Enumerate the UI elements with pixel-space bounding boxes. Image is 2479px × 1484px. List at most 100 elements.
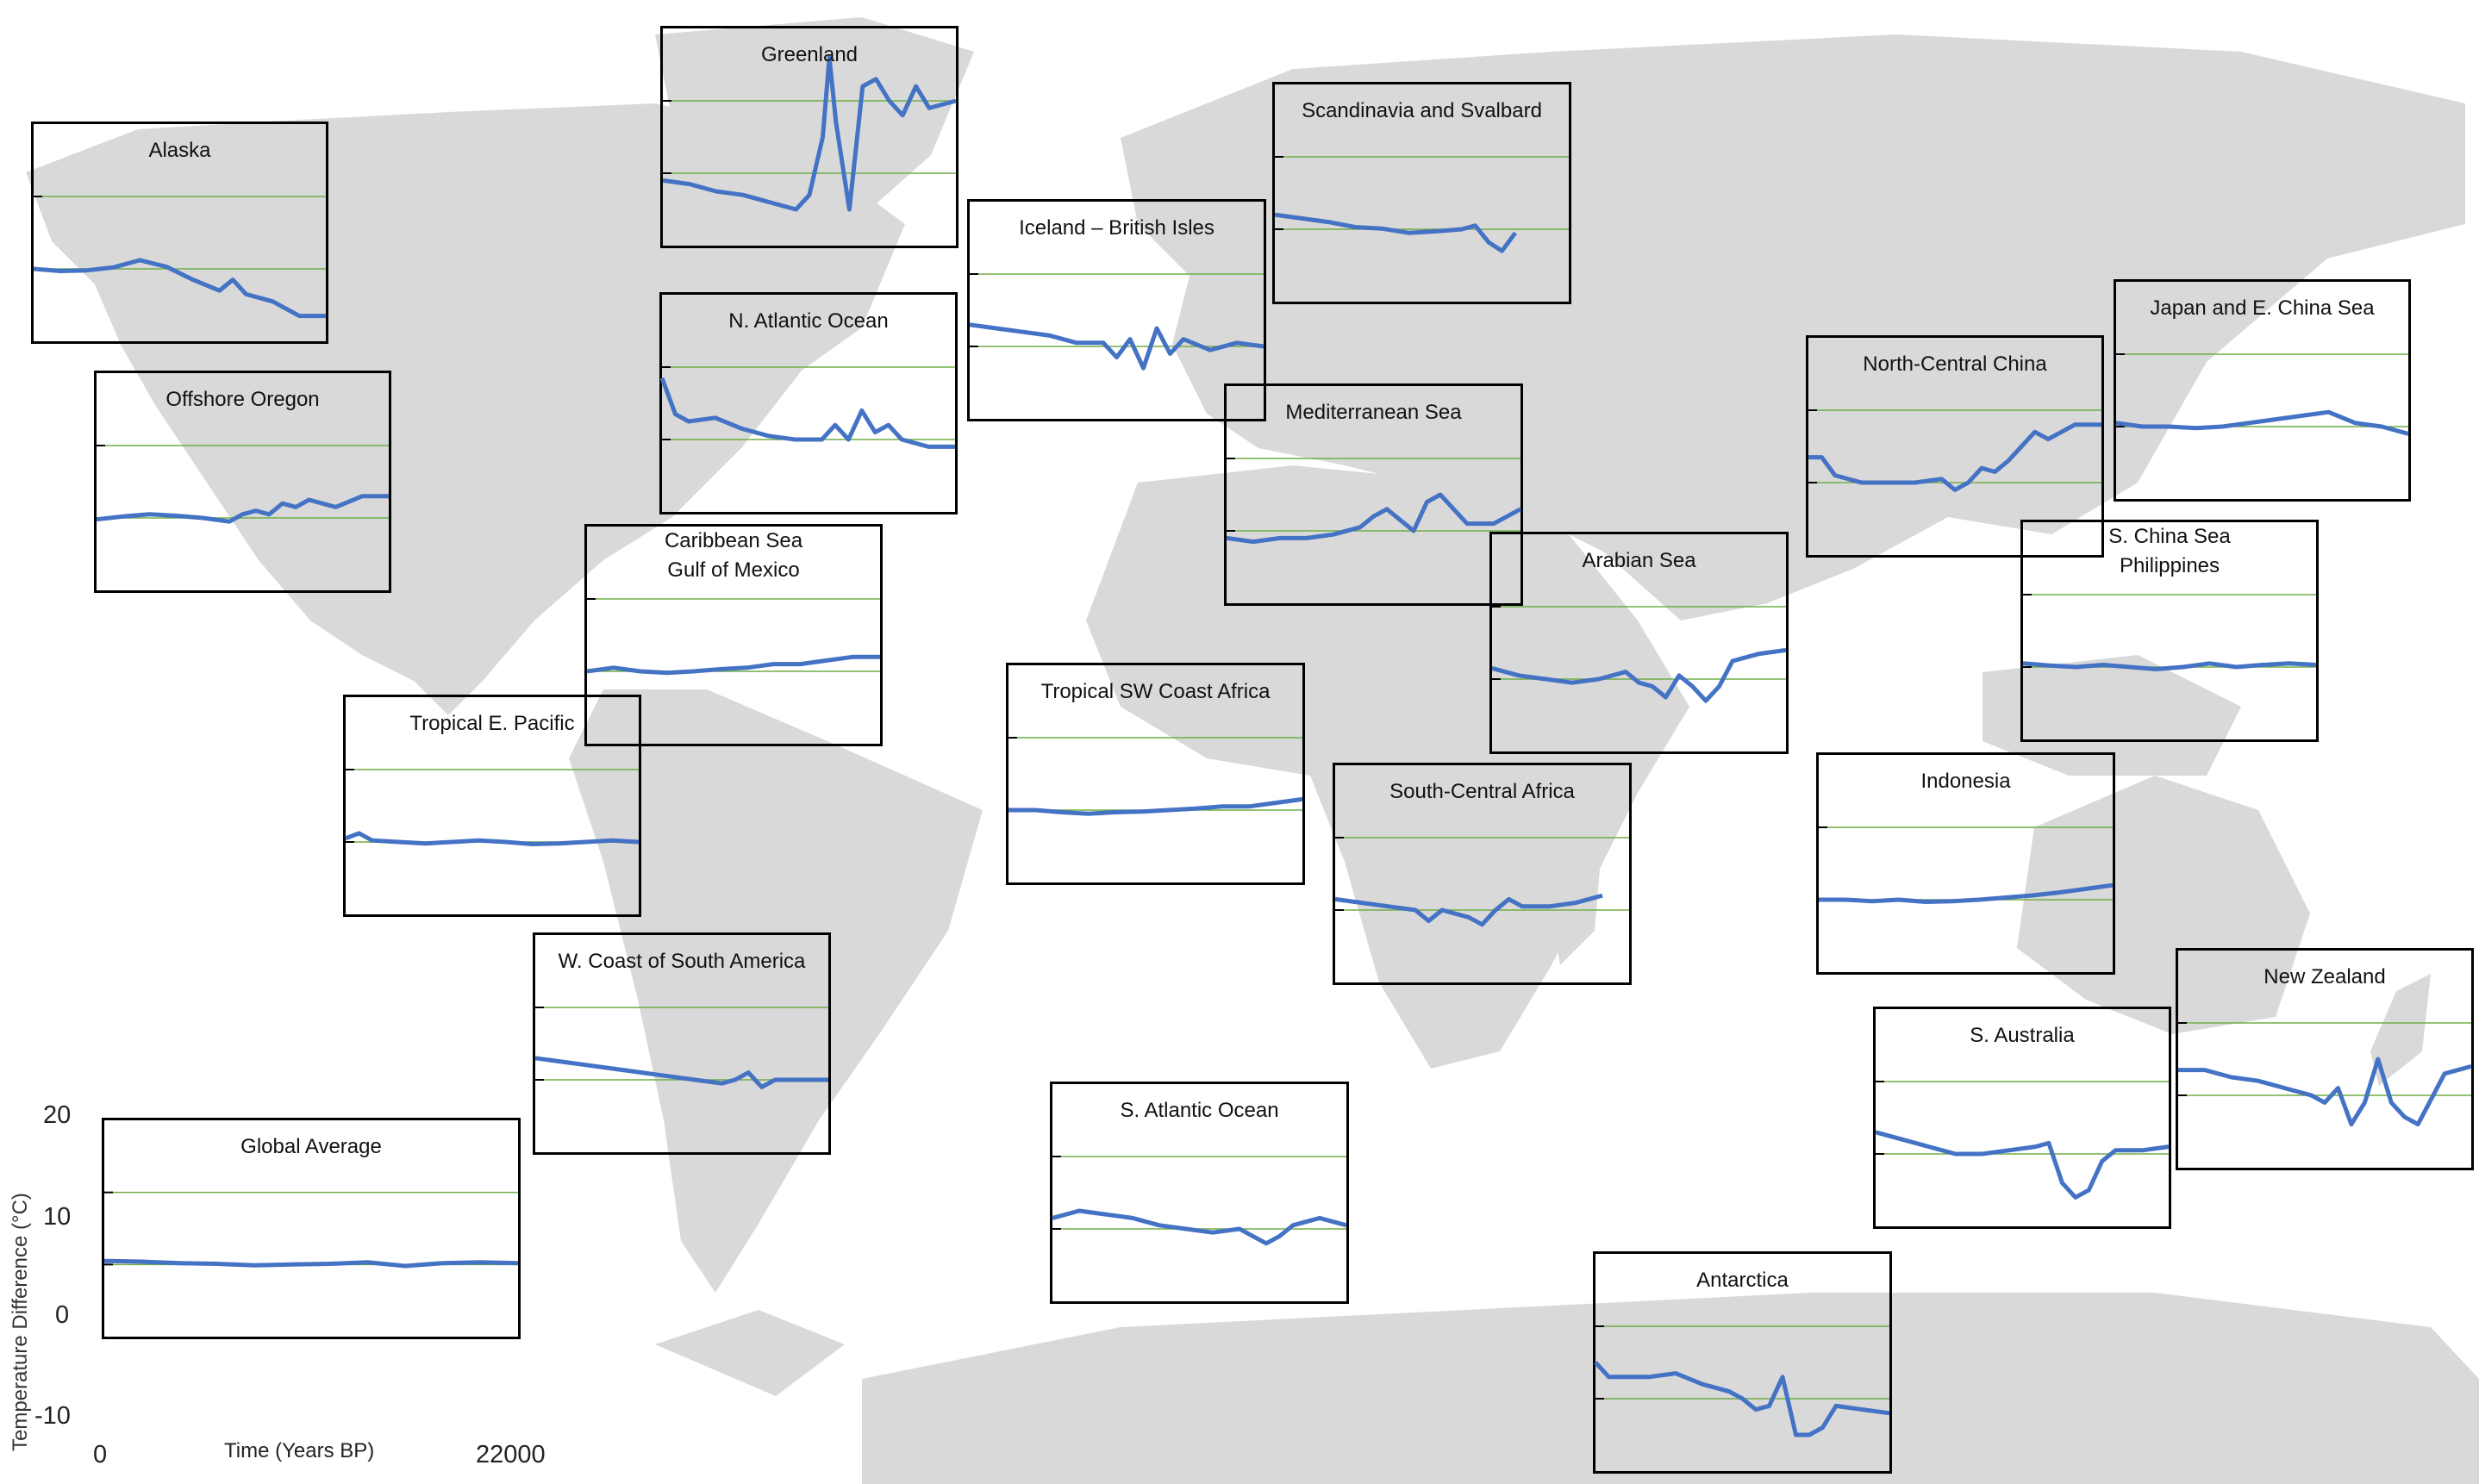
panel-iceland-british-isles: Iceland – British Isles: [967, 199, 1266, 421]
panel-plot-south-central-africa: [1334, 837, 1629, 927]
panel-title: Alaska: [148, 139, 211, 162]
series-line-new-zealand: [2178, 1057, 2472, 1127]
panel-s-atlantic-ocean: S. Atlantic Ocean: [1050, 1082, 1349, 1304]
panel-title: Scandinavia and Svalbard: [1302, 99, 1542, 122]
panel-plot-indonesia: [1819, 826, 2114, 904]
y-tick-20: 20: [43, 1101, 72, 1129]
continent-africa: [1086, 465, 1689, 1069]
panel-plot-n-atlantic-ocean: [659, 366, 955, 449]
series-line-n-atlantic-ocean: [659, 377, 955, 449]
series-line-mediterranean-sea: [1226, 492, 1522, 545]
panel-title: S. Australia: [1970, 1024, 2075, 1047]
panel-title: Caribbean Sea Gulf of Mexico: [664, 529, 803, 582]
y-tick-minus10: -10: [34, 1402, 71, 1430]
panel-plot-offshore-oregon: [96, 445, 389, 524]
panel-japan-e-china-sea: Japan and E. China Sea: [2114, 279, 2411, 502]
continent-greenland: [655, 17, 974, 259]
panel-title: Antarctica: [1696, 1269, 1789, 1292]
panel-title: Mediterranean Sea: [1285, 401, 1462, 424]
panel-title: Iceland – British Isles: [1019, 216, 1215, 240]
series-line-scandinavia-svalbard: [1274, 212, 1518, 253]
islands-indonesia: [1983, 655, 2241, 776]
antarctic-peninsula: [655, 1310, 845, 1396]
x-tick-22000: 22000: [476, 1441, 546, 1468]
panel-title: New Zealand: [2264, 965, 2386, 988]
y-tick-0: 0: [55, 1301, 70, 1329]
series-line-north-central-china: [1808, 422, 2101, 492]
series-line-w-coast-south-america: [534, 1056, 828, 1089]
panel-title: Greenland: [760, 43, 859, 66]
panel-south-central-africa: South-Central Africa: [1333, 763, 1632, 985]
continent-antarctica: [862, 1293, 2479, 1484]
panel-plot-s-australia: [1875, 1081, 2170, 1200]
panel-plot-global-average: [103, 1191, 519, 1269]
series-line-indonesia: [1819, 882, 2114, 904]
panel-mediterranean-sea: Mediterranean Sea: [1224, 383, 1523, 606]
panel-plot-new-zealand: [2178, 1022, 2472, 1127]
panel-new-zealand: New Zealand: [2176, 948, 2474, 1170]
panel-title: South-Central Africa: [1389, 780, 1575, 803]
panel-s-china-sea-philippines: S. China Sea Philippines: [2020, 520, 2319, 742]
panel-title: Tropical SW Coast Africa: [1040, 680, 1271, 703]
series-line-japan-e-china-sea: [2115, 409, 2409, 436]
continent-south-america: [569, 689, 983, 1293]
series-line-s-australia: [1875, 1130, 2170, 1200]
panel-title: Japan and E. China Sea: [2150, 296, 2375, 320]
island-madagascar: [1552, 827, 1603, 965]
series-line-south-central-africa: [1334, 893, 1603, 927]
panel-title: Arabian Sea: [1582, 549, 1696, 572]
panel-plot-iceland-british-isles: [969, 273, 1264, 371]
series-line-tropical-e-pacific: [345, 831, 640, 846]
panel-title: S. Atlantic Ocean: [1120, 1099, 1279, 1122]
series-line-tropical-sw-coast-africa: [1008, 796, 1303, 816]
panel-plot-japan-e-china-sea: [2115, 353, 2409, 436]
panel-title: S. China Sea Philippines: [2108, 525, 2231, 577]
panel-title: W. Coast of South America: [558, 950, 806, 973]
series-line-global-average: [103, 1258, 519, 1269]
panel-tropical-sw-coast-africa: Tropical SW Coast Africa: [1006, 663, 1305, 885]
panel-title: Tropical E. Pacific: [409, 712, 575, 735]
panel-plot-tropical-e-pacific: [345, 769, 640, 846]
x-axis-label: Time (Years BP): [224, 1439, 375, 1462]
panel-plot-greenland: [662, 55, 957, 212]
series-line-alaska: [33, 258, 326, 319]
panel-alaska: Alaska: [31, 122, 328, 344]
x-tick-0: 0: [93, 1441, 108, 1468]
panel-antarctica: Antarctica: [1593, 1251, 1892, 1474]
panel-global-average: Global Average: [102, 1118, 521, 1339]
continent-eurasia: [1121, 34, 2465, 620]
y-tick-10: 10: [43, 1203, 72, 1231]
series-line-iceland-british-isles: [969, 322, 1264, 371]
panel-plot-s-china-sea-philippines: [2022, 594, 2317, 671]
panel-s-australia: S. Australia: [1873, 1007, 2171, 1229]
panel-tropical-e-pacific: Tropical E. Pacific: [343, 695, 641, 917]
panel-greenland: Greenland: [660, 26, 959, 248]
series-line-arabian-sea: [1491, 647, 1787, 703]
panel-plot-s-atlantic-ocean: [1052, 1156, 1347, 1246]
panel-plot-mediterranean-sea: [1226, 458, 1522, 545]
panel-arabian-sea: Arabian Sea: [1489, 532, 1789, 754]
panel-scandinavia-svalbard: Scandinavia and Svalbard: [1272, 82, 1571, 304]
series-line-greenland: [662, 55, 957, 212]
panel-plot-scandinavia-svalbard: [1274, 156, 1569, 253]
continent-australia: [2017, 776, 2310, 1034]
panel-title: North-Central China: [1863, 352, 2047, 376]
panel-plot-caribbean-gulf-of-mexico: [586, 598, 880, 676]
series-line-antarctica: [1594, 1361, 1890, 1437]
panel-plot-arabian-sea: [1491, 606, 1787, 703]
continent-north-america: [26, 103, 905, 715]
panel-title: Indonesia: [1920, 770, 2011, 793]
series-line-offshore-oregon: [96, 494, 389, 524]
panel-title: N. Atlantic Ocean: [728, 309, 889, 333]
panel-plot-tropical-sw-coast-africa: [1008, 737, 1303, 816]
panel-plot-w-coast-south-america: [534, 1007, 828, 1089]
panel-plot-north-central-china: [1808, 409, 2101, 492]
panel-offshore-oregon: Offshore Oregon: [94, 371, 391, 593]
panel-w-coast-south-america: W. Coast of South America: [533, 932, 831, 1155]
series-line-caribbean-gulf-of-mexico: [586, 654, 880, 676]
panel-n-atlantic-ocean: N. Atlantic Ocean: [659, 292, 958, 514]
panel-indonesia: Indonesia: [1816, 752, 2115, 975]
panel-north-central-china: North-Central China: [1806, 335, 2104, 558]
panel-plot-alaska: [33, 196, 326, 319]
